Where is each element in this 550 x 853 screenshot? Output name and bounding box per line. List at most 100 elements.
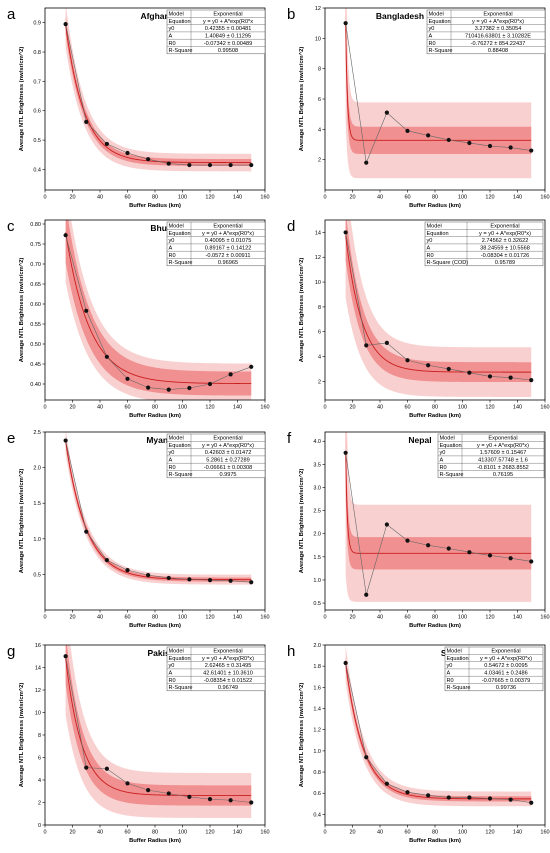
data-point — [104, 766, 109, 771]
data-point — [426, 543, 431, 548]
x-tick-label: 120 — [205, 615, 214, 621]
table-cell-value: 5.2861 ± 0.27289 — [206, 458, 250, 464]
data-point — [166, 791, 171, 796]
table-cell-value: -0.0572 ± 0.00911 — [206, 253, 251, 259]
x-tick-label: 140 — [513, 615, 522, 621]
data-point — [426, 133, 431, 138]
confidence-band — [345, 8, 532, 154]
data-line — [65, 235, 252, 390]
y-axis-label: Average NTL Brightness (nw/sr/cm^2) — [19, 258, 25, 363]
data-point — [529, 800, 534, 805]
panel-title: Pakistan — [148, 648, 183, 658]
x-axis-label: Buffer Radius (km) — [409, 838, 461, 844]
x-tick-label: 100 — [178, 195, 187, 201]
table-cell-value: Exponential — [490, 224, 519, 230]
data-point — [384, 340, 389, 345]
table-cell-key: R-Square — [169, 472, 193, 478]
data-point — [84, 529, 89, 534]
table-cell-key: R-Square (COD) — [427, 260, 469, 266]
y-tick-label: 0.6 — [33, 109, 41, 115]
y-tick-label: 0.5 — [33, 572, 41, 578]
x-tick-label: 60 — [124, 830, 130, 836]
table-cell-value: 2.74562 ± 0.32622 — [482, 238, 529, 244]
x-tick-label: 0 — [43, 830, 46, 836]
x-tick-label: 60 — [124, 615, 130, 621]
data-point — [187, 577, 192, 582]
data-point — [125, 150, 130, 156]
table-cell-key: Model — [169, 436, 184, 442]
data-point — [249, 162, 254, 168]
y-tick-label: 0.5 — [313, 601, 321, 607]
panel-letter: h — [287, 643, 295, 660]
fit-stats-table: Model Exponential Equation y = y0 + A*exp(R… — [424, 221, 544, 266]
data-point — [228, 798, 233, 803]
data-point — [508, 556, 513, 561]
x-tick-label: 80 — [152, 405, 158, 411]
table-cell-key: Equation — [169, 656, 191, 662]
data-line — [345, 662, 532, 804]
x-tick-label: 40 — [97, 615, 103, 621]
y-tick-label: 8 — [318, 305, 321, 311]
data-point — [207, 797, 213, 802]
y-tick-label: 10 — [35, 711, 41, 717]
x-tick-label: 100 — [178, 615, 187, 621]
x-tick-label: 40 — [97, 405, 103, 411]
table-cell-value: Exponential — [213, 649, 242, 655]
data-point — [364, 343, 369, 348]
data-point — [249, 364, 254, 369]
data-point — [166, 161, 171, 166]
data-point — [446, 546, 451, 551]
x-tick-label: 160 — [540, 405, 549, 411]
y-tick-label: 8 — [38, 733, 41, 739]
data-point — [508, 145, 513, 150]
y-tick-label: 0.6 — [313, 791, 321, 797]
x-tick-label: 140 — [233, 405, 242, 411]
y-axis-label: Average NTL Brightness (nw/sr/cm^2) — [19, 47, 25, 152]
fit-stats-table: Model Exponential Equation y = y0 + A*exp(R… — [166, 433, 266, 478]
table-cell-key: Equation — [440, 443, 462, 449]
x-tick-label: 140 — [233, 830, 242, 836]
table-cell-value: -0.76272 ± 854.22437 — [471, 41, 526, 47]
table-cell-key: R0 — [169, 465, 176, 471]
x-tick-label: 120 — [205, 195, 214, 201]
data-line — [345, 232, 532, 381]
table-cell-value: -0.8101 ± 2683.8552 — [477, 465, 529, 471]
x-axis-label: Buffer Radius (km) — [409, 623, 461, 629]
table-cell-value: y = y0 + A*exp(R0*x) — [202, 656, 254, 662]
table-cell-value: 710416.63801 ± 3.10282E — [465, 34, 531, 40]
y-tick-label: 0.8 — [33, 50, 41, 56]
table-cell-value: Exponential — [483, 12, 512, 18]
y-tick-label: 0.5 — [33, 138, 41, 144]
table-cell-key: Model — [169, 224, 184, 230]
chart-panel-a: 0 20 40 60 80 100 120 140 160 0.4 0.5 0.6 0.7 0.8 0.9 B… — [7, 6, 270, 209]
data-point — [63, 233, 68, 238]
y-tick-label: 1.6 — [313, 685, 321, 691]
y-tick-label: 0.75 — [30, 242, 41, 248]
panel-letter: c — [7, 218, 15, 235]
x-tick-label: 80 — [152, 830, 158, 836]
x-axis-label: Buffer Radius (km) — [129, 203, 181, 209]
fit-stats-table: Model Exponential Equation y = y0 + A*exp(R… — [444, 646, 544, 691]
data-point — [487, 796, 493, 801]
data-line — [65, 24, 252, 166]
x-tick-label: 60 — [404, 405, 410, 411]
y-tick-label: 12 — [35, 688, 41, 694]
y-tick-label: 0.40 — [30, 382, 41, 388]
data-point — [249, 580, 254, 585]
fit-curve — [65, 658, 252, 796]
table-cell-value: y = y0 + A*exp(R0*x) — [479, 231, 531, 237]
x-tick-label: 80 — [152, 195, 158, 201]
table-cell-value: y = y0 + A*exp(R0*x) — [202, 231, 254, 237]
table-cell-value: -0.08304 ± 0.01726 — [481, 253, 529, 259]
data-point — [446, 366, 451, 372]
data-point — [125, 781, 130, 786]
panel-letter: f — [287, 430, 292, 447]
data-point — [508, 375, 513, 380]
x-tick-label: 140 — [233, 615, 242, 621]
panel-letter: a — [7, 6, 16, 23]
chart-panel-f: 0 20 40 60 80 100 120 140 160 0.5 1.0 1.5 2.0 2.5 3.0 3… — [287, 430, 550, 629]
y-tick-label: 10 — [315, 36, 321, 42]
data-point — [63, 22, 68, 27]
panel-title: Bhutan — [150, 223, 179, 233]
x-tick-label: 160 — [540, 615, 549, 621]
